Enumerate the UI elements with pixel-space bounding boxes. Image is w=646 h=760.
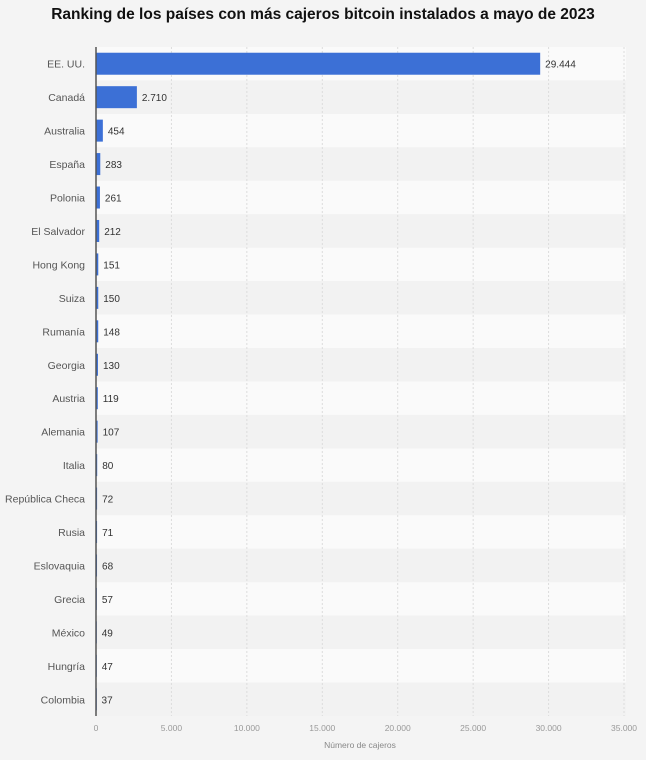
value-label: 148 (103, 327, 120, 338)
bar (96, 353, 98, 376)
row-stripe (96, 414, 626, 449)
category-label: Grecia (54, 594, 85, 606)
bar (96, 286, 99, 309)
value-label: 80 (102, 461, 114, 472)
bar (96, 186, 100, 209)
category-label: Eslovaquia (34, 560, 86, 572)
category-label: Austria (52, 393, 85, 405)
bar (96, 119, 103, 142)
value-label: 57 (102, 595, 114, 606)
bar (96, 86, 137, 109)
category-label: Italia (63, 460, 85, 472)
row-stripe (96, 180, 626, 215)
row-stripe (96, 481, 626, 516)
row-stripe (96, 615, 626, 650)
row-stripe (96, 214, 626, 248)
value-label: 150 (103, 294, 120, 305)
category-label: Rusia (58, 527, 85, 539)
x-tick-label: 30.000 (536, 723, 562, 733)
value-label: 49 (102, 628, 114, 639)
category-label: Alemania (41, 427, 85, 439)
row-stripe (96, 247, 626, 282)
bar (96, 320, 99, 343)
value-label: 283 (105, 160, 122, 171)
value-label: 212 (104, 227, 121, 238)
bar (96, 219, 100, 242)
value-label: 454 (108, 127, 125, 138)
bar (96, 253, 99, 276)
category-label: Canadá (48, 92, 85, 104)
value-label: 151 (103, 260, 120, 271)
value-label: 107 (103, 428, 120, 439)
category-label: Australia (44, 126, 85, 138)
category-label: EE. UU. (47, 59, 85, 71)
chart-title: Ranking de los países con más cajeros bi… (51, 6, 595, 23)
bar (96, 420, 98, 443)
value-label: 37 (102, 695, 114, 706)
category-label: Polonia (50, 193, 85, 205)
x-tick-label: 15.000 (309, 723, 335, 733)
value-label: 71 (102, 528, 114, 539)
x-tick-label: 5.000 (161, 723, 183, 733)
row-stripe (96, 348, 626, 382)
value-label: 2.710 (142, 93, 167, 104)
row-stripe (96, 281, 626, 315)
x-tick-label: 10.000 (234, 723, 260, 733)
row-stripe (96, 113, 626, 148)
value-label: 261 (105, 194, 122, 205)
category-label: Rumanía (42, 326, 85, 338)
category-label: Hungría (48, 661, 86, 673)
row-stripe (96, 147, 626, 181)
row-stripe (96, 682, 626, 716)
value-label: 119 (103, 394, 119, 405)
value-label: 68 (102, 561, 114, 572)
value-label: 130 (103, 361, 120, 372)
category-label: México (52, 627, 85, 639)
category-label: Hong Kong (32, 259, 85, 271)
row-stripe (96, 381, 626, 415)
bar (96, 153, 101, 176)
row-stripe (96, 548, 626, 583)
value-label: 29.444 (545, 60, 576, 71)
category-label: Suiza (59, 293, 85, 305)
value-label: 72 (102, 495, 114, 506)
category-label: República Checa (5, 494, 85, 506)
x-tick-label: 20.000 (385, 723, 411, 733)
row-stripe (96, 448, 626, 482)
category-label: Georgia (48, 360, 86, 372)
value-label: 47 (102, 662, 114, 673)
bar (96, 387, 98, 410)
row-stripe (96, 314, 626, 349)
row-stripe (96, 649, 626, 683)
x-tick-label: 35.000 (611, 723, 637, 733)
category-label: España (49, 159, 85, 171)
x-tick-label: 0 (94, 723, 99, 733)
category-label: Colombia (41, 694, 86, 706)
x-tick-label: 25.000 (460, 723, 486, 733)
row-stripe (96, 582, 626, 616)
category-label: El Salvador (31, 226, 85, 238)
bar (96, 52, 541, 75)
row-stripe (96, 515, 626, 549)
row-stripe (96, 80, 626, 114)
x-axis-label: Número de cajeros (324, 740, 396, 750)
